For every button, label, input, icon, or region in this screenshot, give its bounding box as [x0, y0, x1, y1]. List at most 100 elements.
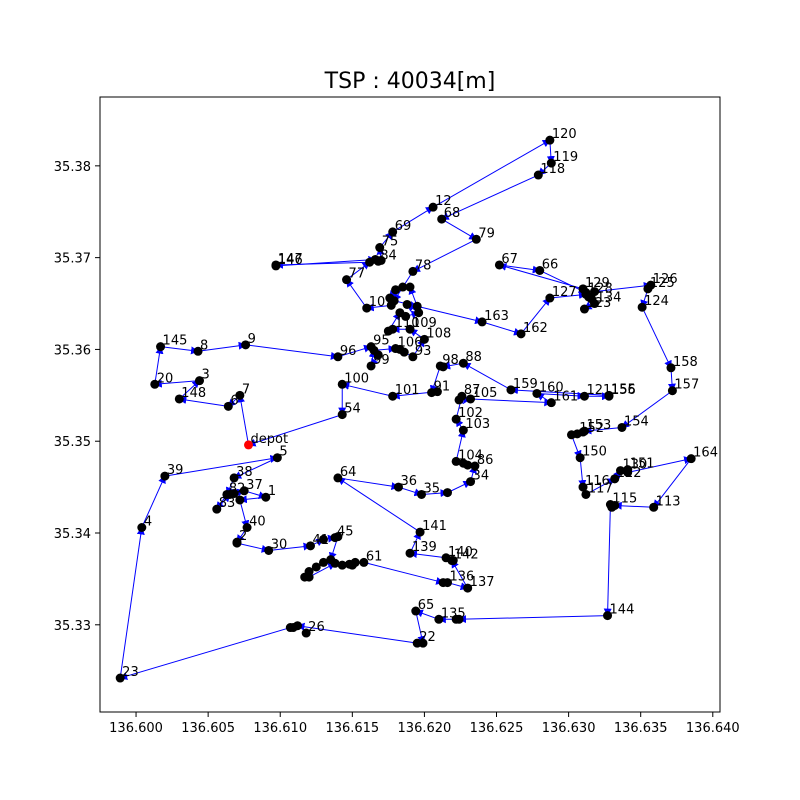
route-segment	[627, 456, 693, 473]
stop-point-38	[229, 473, 239, 483]
stop-label-144: 144	[610, 603, 635, 618]
stop-point	[458, 458, 468, 468]
route-segment	[363, 561, 445, 585]
stop-label-105: 105	[473, 386, 498, 401]
stop-label-30: 30	[271, 537, 288, 552]
route-segment	[409, 550, 447, 559]
stop-point-104	[451, 456, 461, 466]
stop-point-2	[232, 537, 242, 547]
stop-label-65: 65	[418, 598, 435, 613]
stop-point-75	[375, 243, 385, 253]
stop-label-102: 102	[458, 406, 483, 421]
plot-area	[99, 96, 721, 713]
stop-label-123: 123	[586, 296, 611, 311]
x-tick-label: 136.610	[253, 721, 307, 736]
stop-label-54: 54	[344, 402, 361, 417]
stop-label-2: 2	[239, 529, 247, 544]
route-segment	[441, 218, 478, 240]
y-tick-label: 35.38	[54, 160, 91, 175]
stop-point-26	[301, 628, 311, 638]
stop-label-116: 116	[585, 474, 610, 489]
stop-label-35: 35	[424, 481, 441, 496]
stop-point	[414, 308, 424, 318]
route-segment	[585, 478, 616, 495]
stop-point-39	[160, 471, 170, 481]
route-segment	[337, 477, 400, 491]
route-segment	[346, 261, 371, 281]
stop-point-78	[408, 266, 418, 276]
stop-label-100: 100	[344, 371, 369, 386]
stop-label-146: 146	[278, 253, 303, 268]
x-tick-label: 136.635	[614, 721, 668, 736]
route-segment	[245, 344, 339, 360]
stop-label-139: 139	[412, 540, 437, 555]
stop-point-7	[235, 390, 245, 400]
stop-point-22	[412, 638, 422, 648]
stop-point-5	[272, 453, 282, 463]
route-segment	[341, 382, 393, 397]
stop-label-23: 23	[122, 665, 139, 680]
stop-label-68: 68	[444, 206, 461, 221]
stop-label-96: 96	[340, 344, 357, 359]
stop-label-10: 10	[369, 295, 386, 310]
stop-point-153	[579, 426, 589, 436]
stop-point-160	[532, 388, 542, 398]
stop-label-67: 67	[501, 252, 518, 267]
stop-point	[405, 282, 415, 292]
stop-label-84: 84	[380, 248, 397, 263]
stop-point	[399, 347, 409, 357]
route-lines	[119, 139, 693, 680]
route-segment	[462, 362, 512, 391]
stop-label-158: 158	[673, 355, 698, 370]
stop-point-36	[393, 482, 403, 492]
stop-label-135: 135	[441, 606, 466, 621]
stop-label-151: 151	[630, 457, 655, 472]
stop-point-137	[463, 583, 473, 593]
stop-label-22: 22	[419, 630, 436, 645]
route-segment	[337, 477, 421, 533]
stop-label-119: 119	[553, 150, 578, 165]
x-axis: 136.600 136.605 136.610 136.615 136.620 136.6…	[109, 712, 740, 736]
stop-label-26: 26	[308, 620, 325, 635]
stop-point	[402, 299, 412, 309]
route-segment	[470, 398, 553, 407]
stop-label-161: 161	[553, 390, 578, 405]
stop-label-153: 153	[586, 418, 611, 433]
route-segment	[233, 457, 278, 479]
route-segment	[432, 139, 551, 208]
y-tick-label: 35.37	[54, 252, 91, 267]
stop-point-164	[686, 454, 696, 464]
stop-point-77	[342, 275, 352, 285]
stop-point-34	[466, 477, 476, 487]
stop-label-95: 95	[373, 334, 390, 349]
stop-label-4: 4	[144, 515, 152, 530]
stop-point-61	[359, 557, 369, 567]
y-tick-label: 35.36	[54, 343, 91, 358]
stop-label-64: 64	[340, 465, 357, 480]
x-tick-label: 136.620	[398, 721, 452, 736]
stop-point-99	[366, 361, 376, 371]
stop-label-148: 148	[181, 386, 206, 401]
depot-label: depot	[251, 432, 289, 447]
stop-point-83	[212, 504, 222, 514]
stop-label-159: 159	[513, 377, 538, 392]
stop-point-23	[115, 673, 125, 683]
y-tick-label: 35.34	[54, 527, 91, 542]
chart-title: TSP : 40034[m]	[324, 69, 496, 94]
stop-label-160: 160	[539, 380, 564, 395]
stop-label-20: 20	[157, 371, 174, 386]
stop-label-115: 115	[612, 492, 637, 507]
stop-label-104: 104	[458, 448, 483, 463]
route-segment	[345, 278, 368, 309]
stop-label-83: 83	[219, 496, 236, 511]
stop-point-136	[442, 578, 452, 588]
stop-label-93: 93	[415, 344, 432, 359]
stop-point	[337, 560, 347, 570]
stop-point-67	[494, 260, 504, 270]
stop-point-161	[546, 398, 556, 408]
stop-label-150: 150	[582, 445, 607, 460]
stop-point-69	[388, 227, 398, 237]
stop-point	[386, 300, 396, 310]
route-segment	[197, 341, 247, 352]
x-tick-label: 136.605	[181, 721, 235, 736]
